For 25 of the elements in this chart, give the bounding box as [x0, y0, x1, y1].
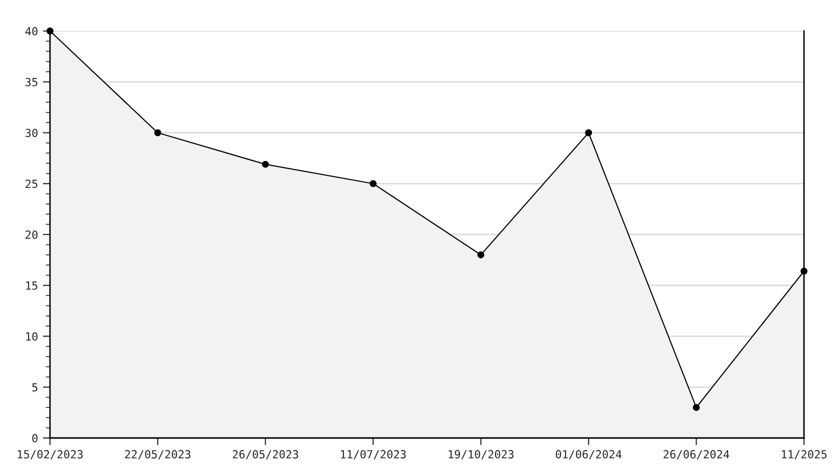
- x-tick-label: 26/06/2024: [664, 450, 730, 460]
- y-tick-label: 10: [26, 332, 38, 341]
- x-tick-label: 11/07/2023: [341, 450, 406, 460]
- point: [370, 180, 377, 188]
- x-tick-label: 11/2025: [782, 450, 827, 460]
- y-tick-label: 5: [32, 383, 38, 392]
- x-tick-label: 19/10/2023: [448, 450, 514, 460]
- x-tick-label: 26/05/2023: [232, 450, 298, 460]
- point: [585, 129, 592, 136]
- point: [262, 160, 269, 168]
- point: [477, 251, 484, 258]
- y-tick-label: 30: [26, 128, 38, 138]
- x-tick-label: 22/05/2023: [125, 450, 190, 460]
- y-tick-label: 20: [26, 230, 38, 239]
- point: [154, 129, 162, 136]
- x-tick-label: 15/02/2023: [18, 450, 83, 460]
- point: [46, 28, 54, 34]
- point: [692, 404, 700, 411]
- y-tick-label: 35: [26, 78, 38, 86]
- x-tick-label: 01/06/2024: [556, 450, 622, 460]
- point: [800, 268, 808, 275]
- y-tick-label: 40: [25, 27, 38, 36]
- y-tick-label: 25: [26, 180, 38, 188]
- y-tick-label: 15: [26, 282, 38, 290]
- y-tick-label: 0: [32, 434, 38, 442]
